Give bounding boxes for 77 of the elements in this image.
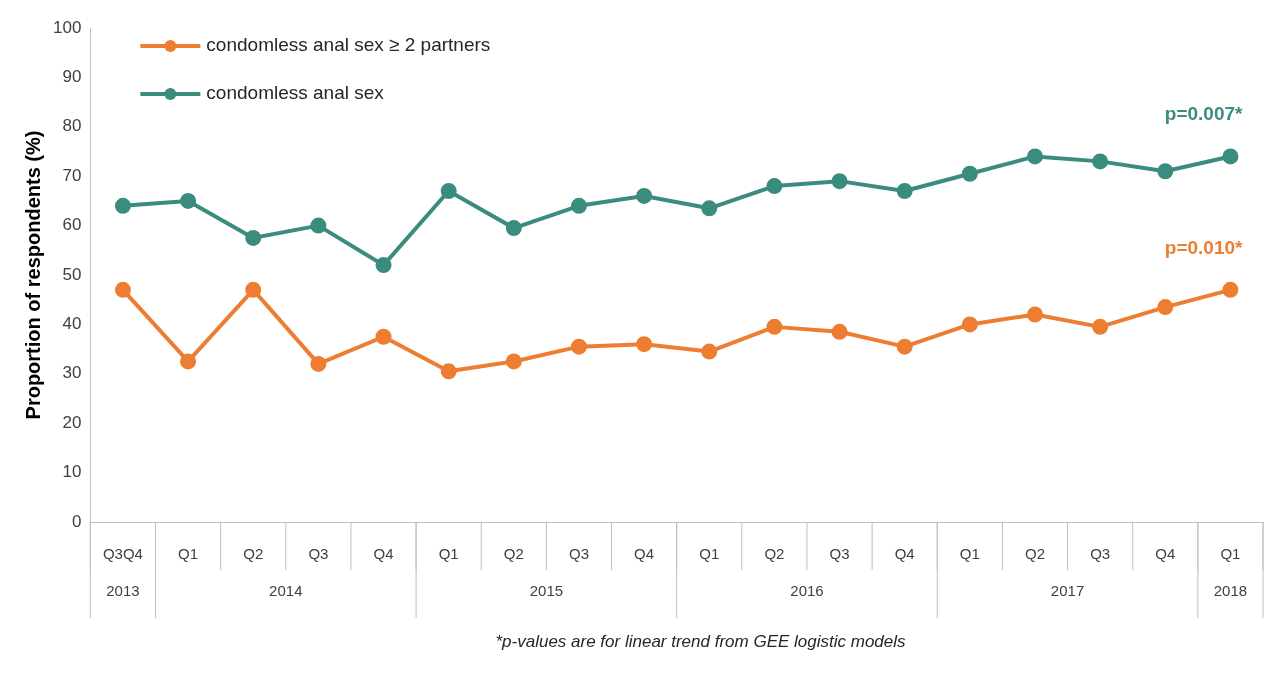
y-tick-label: 100: [52, 17, 82, 37]
y-tick-label: 30: [62, 363, 82, 383]
y-axis-title: Proportion of respondents (%): [21, 130, 44, 420]
point: [310, 355, 327, 372]
point: [766, 318, 783, 335]
text: 2014: [269, 582, 303, 600]
y-tick-label: 20: [62, 412, 82, 432]
x-tick-label: Q3: [1090, 545, 1111, 563]
text: 2016: [790, 582, 824, 600]
point: [636, 187, 653, 204]
x-tick-label: Q4: [373, 545, 394, 563]
point: [766, 178, 783, 195]
text: 2013: [106, 582, 140, 600]
x-tick-label: Q1: [959, 545, 980, 563]
x-tick-label: Q3: [829, 545, 850, 563]
point: [831, 173, 848, 190]
annotation: p=0.010*: [1164, 236, 1244, 258]
y-tick-label: 60: [62, 215, 82, 235]
x-tick-label: Q4: [894, 545, 915, 563]
x-tick-label: Q4: [1155, 545, 1176, 563]
x-tick-label: Q2: [503, 545, 524, 563]
y-tick-label: 0: [71, 511, 82, 531]
x-tick-label: Q1: [438, 545, 459, 563]
point: [831, 323, 848, 340]
legend-label: condomless anal sex ≥ 2 partners: [206, 34, 491, 56]
text: 2015: [529, 582, 564, 600]
point: [1222, 148, 1239, 165]
x-tick-label: Q3: [568, 545, 589, 563]
point: [701, 343, 718, 360]
y-tick-label: 90: [62, 67, 82, 87]
point: [505, 353, 522, 370]
x-tick-label: Q2: [1024, 545, 1045, 563]
point: [245, 229, 262, 246]
x-tick-label: Q4: [634, 545, 655, 563]
point: [114, 197, 131, 214]
legend-label: condomless anal sex: [206, 82, 385, 104]
point: [961, 316, 978, 333]
x-tick-label: Q1: [1220, 545, 1241, 563]
text: 2018: [1213, 582, 1248, 600]
point: [375, 257, 392, 274]
x-tick-label: Q3: [308, 545, 329, 563]
point: [245, 281, 262, 298]
y-tick-label: 80: [62, 116, 82, 136]
x-tick-label: Q2: [764, 545, 785, 563]
point: [1026, 148, 1043, 165]
text: 2017: [1050, 582, 1085, 600]
annotation: p=0.007*: [1164, 103, 1244, 125]
point: [375, 328, 392, 345]
point: [180, 192, 197, 209]
point: [961, 165, 978, 182]
point: [570, 197, 587, 214]
y-tick-label: 70: [62, 165, 82, 185]
point: [1157, 163, 1174, 180]
point: [440, 183, 457, 200]
point: [896, 338, 913, 355]
point: [1092, 318, 1109, 335]
point: [1222, 281, 1239, 298]
point: [180, 353, 197, 370]
point: [701, 200, 718, 217]
x-tick-label: Q1: [699, 545, 720, 563]
point: [310, 217, 327, 234]
point: [1026, 306, 1043, 323]
point: [1092, 153, 1109, 170]
point: [570, 338, 587, 355]
y-tick-label: 40: [62, 314, 82, 334]
x-tick-label: Q1: [178, 545, 199, 563]
point: [1157, 299, 1174, 316]
y-tick-label: 50: [62, 264, 82, 284]
text: *p-values are for linear trend from GEE logistic models: [494, 632, 907, 652]
x-tick-label: Q2: [243, 545, 264, 563]
point: [114, 281, 131, 298]
point: [505, 220, 522, 237]
point: [636, 336, 653, 353]
point: [440, 363, 457, 380]
y-tick-label: 10: [62, 462, 82, 482]
point: [896, 183, 913, 200]
x-tick-label: Q3Q4: [102, 545, 143, 563]
